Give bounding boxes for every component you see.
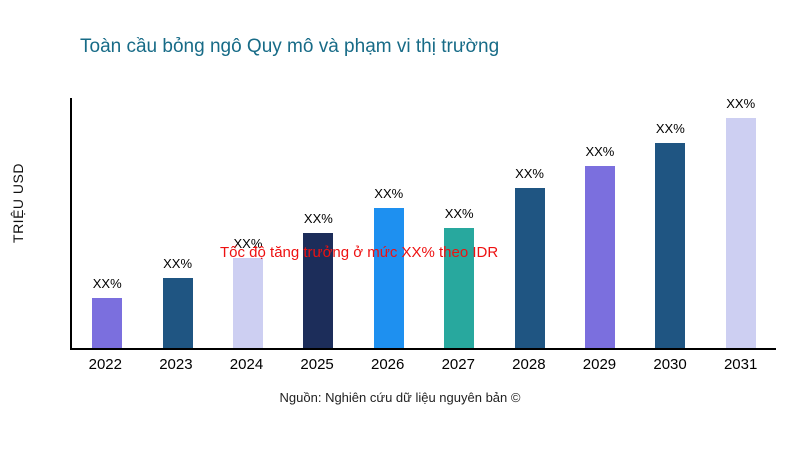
bar bbox=[92, 298, 123, 348]
bar-value-label: XX% bbox=[233, 236, 263, 251]
bar bbox=[584, 166, 615, 348]
bar bbox=[232, 258, 263, 348]
x-axis-tick-label: 2022 bbox=[88, 356, 122, 373]
bar-group: XX% bbox=[429, 206, 489, 348]
x-axis-tick-label: 2029 bbox=[582, 356, 617, 373]
x-axis-labels: 2022 2023 2024 2025 2026 2027 2028 2029 2030 2031 bbox=[70, 356, 776, 373]
x-axis-tick-label: 2026 bbox=[370, 356, 405, 373]
bar-group: XX% bbox=[77, 276, 137, 348]
bar bbox=[303, 233, 334, 348]
bar-group: XX% bbox=[570, 144, 630, 348]
bar bbox=[655, 143, 686, 348]
bar bbox=[514, 188, 545, 348]
bar bbox=[444, 228, 475, 348]
plot-area: XX% XX% XX% XX% XX% XX% XX% XX% XX% XX% bbox=[70, 96, 776, 350]
x-axis-tick-label: 2023 bbox=[159, 356, 193, 373]
chart-title: Toàn cầu bỏng ngô Quy mô và phạm vi thị … bbox=[80, 36, 500, 57]
plot-wrap: XX% XX% XX% XX% XX% XX% XX% XX% XX% XX% Tốc độ tă… bbox=[70, 96, 776, 350]
x-axis-tick-label: 2025 bbox=[300, 356, 334, 373]
bar-group: XX% bbox=[711, 96, 771, 348]
bar-value-label: XX% bbox=[303, 211, 333, 226]
bar bbox=[373, 208, 404, 348]
x-axis-tick-label: 2030 bbox=[653, 356, 687, 373]
source-note: Nguồn: Nghiên cứu dữ liệu nguyên bản © bbox=[279, 390, 521, 405]
bar-group: XX% bbox=[640, 121, 700, 348]
x-axis-tick-label: 2024 bbox=[229, 356, 264, 373]
bar-group: XX% bbox=[288, 211, 348, 348]
x-axis-tick-label: 2027 bbox=[441, 356, 475, 373]
x-axis-tick-label: 2031 bbox=[723, 356, 758, 373]
bar-value-label: XX% bbox=[374, 186, 404, 201]
growth-rate-annotation: Tốc độ tăng trưởng ở mức XX% theo IDR bbox=[220, 244, 499, 261]
y-axis-label: TRIỆU USD bbox=[10, 163, 26, 243]
bar-value-label: XX% bbox=[726, 96, 756, 111]
bar-group: XX% bbox=[148, 256, 208, 348]
bar-value-label: XX% bbox=[444, 206, 474, 221]
bar bbox=[162, 278, 193, 348]
bar bbox=[725, 118, 756, 348]
bar-value-label: XX% bbox=[585, 144, 615, 159]
bar-value-label: XX% bbox=[92, 276, 122, 291]
bar-group: XX% bbox=[500, 166, 560, 348]
bar-group: XX% bbox=[359, 186, 419, 348]
bar-value-label: XX% bbox=[163, 256, 193, 271]
bar-value-label: XX% bbox=[655, 121, 685, 136]
x-axis-tick-label: 2028 bbox=[512, 356, 546, 373]
bar-group: XX% bbox=[218, 236, 278, 348]
bar-value-label: XX% bbox=[515, 166, 544, 181]
